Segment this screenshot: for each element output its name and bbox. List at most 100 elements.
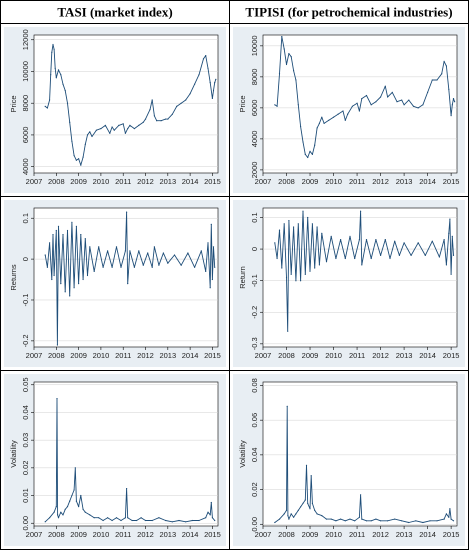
data-point <box>328 119 330 121</box>
y-tick-label: 0.08 <box>250 378 259 393</box>
data-point <box>115 246 118 248</box>
data-point <box>73 155 75 157</box>
data-point <box>53 274 55 277</box>
data-point <box>54 67 56 69</box>
data-point <box>307 156 309 159</box>
data-point <box>293 226 295 228</box>
data-point <box>89 514 91 516</box>
x-tick-label: 2014 <box>419 351 436 360</box>
data-point <box>387 520 389 522</box>
data-point <box>44 521 46 523</box>
data-point <box>302 141 304 143</box>
data-point <box>131 519 133 522</box>
data-point <box>311 223 313 225</box>
data-point <box>80 164 82 166</box>
data-point <box>75 500 77 502</box>
y-tick-label: 8000 <box>250 69 259 86</box>
data-point <box>78 506 80 508</box>
data-point <box>200 250 202 252</box>
data-point <box>335 257 337 260</box>
data-point <box>55 506 57 508</box>
data-point <box>295 79 297 81</box>
data-point <box>214 82 216 84</box>
data-point <box>102 519 104 522</box>
data-point <box>153 246 155 248</box>
data-point <box>283 513 285 515</box>
y-tick-label: 0.00 <box>21 516 30 531</box>
x-tick-label: 2011 <box>349 177 365 186</box>
data-point <box>210 501 212 504</box>
data-point <box>205 517 207 519</box>
data-point <box>127 128 129 130</box>
x-tick-label: 2011 <box>115 530 131 539</box>
data-point <box>384 239 386 241</box>
data-point <box>53 48 55 50</box>
data-point <box>321 515 323 517</box>
data-point <box>431 79 433 81</box>
x-tick-label: 2015 <box>204 177 221 186</box>
data-point <box>349 235 351 237</box>
data-point <box>408 521 410 524</box>
data-point <box>445 65 447 67</box>
y-tick-label: 0.02 <box>250 482 259 497</box>
data-point <box>194 83 196 85</box>
data-point <box>410 254 412 256</box>
data-point <box>309 150 311 152</box>
data-point <box>403 104 405 106</box>
data-point <box>450 518 452 520</box>
data-point <box>57 514 59 516</box>
x-tick-label: 2012 <box>372 177 389 186</box>
data-point <box>412 105 415 107</box>
data-point <box>80 234 82 236</box>
x-tick-label: 2010 <box>325 351 342 360</box>
data-point <box>153 115 155 117</box>
data-point <box>62 514 64 516</box>
data-point <box>126 488 128 490</box>
x-tick-label: 2008 <box>278 351 295 360</box>
data-point <box>198 519 200 522</box>
data-point <box>360 494 362 496</box>
data-point <box>74 467 76 469</box>
data-point <box>274 104 276 106</box>
data-point <box>332 116 335 118</box>
x-tick-label: 2012 <box>372 351 389 360</box>
data-point <box>449 508 451 510</box>
data-point <box>304 499 306 501</box>
data-point <box>209 514 211 516</box>
x-tick-label: 2015 <box>443 351 460 360</box>
data-point <box>138 250 140 252</box>
x-tick-label: 2008 <box>48 351 65 360</box>
data-point <box>354 257 356 260</box>
x-tick-label: 2010 <box>93 530 110 539</box>
data-point <box>75 225 77 227</box>
data-point <box>375 239 377 241</box>
data-point <box>52 234 54 236</box>
y-tick-label: -0.1 <box>21 294 30 307</box>
data-point <box>209 287 211 289</box>
data-point <box>422 104 424 106</box>
data-point <box>142 121 144 123</box>
data-point <box>283 223 285 225</box>
data-point <box>451 235 453 237</box>
data-point <box>78 283 80 285</box>
y-axis-label: Returns <box>9 264 18 291</box>
data-point <box>370 257 372 260</box>
x-tick-label: 2015 <box>443 530 460 539</box>
data-point <box>358 110 360 112</box>
data-point <box>448 516 450 518</box>
data-point <box>445 264 447 266</box>
y-tick-label: 0.1 <box>21 213 30 223</box>
data-point <box>300 280 302 282</box>
data-point <box>124 517 126 519</box>
y-tick-label: 0.06 <box>250 413 259 428</box>
data-point <box>449 218 451 220</box>
data-point <box>323 122 325 124</box>
data-point <box>450 273 452 275</box>
data-point <box>205 55 207 57</box>
data-point <box>133 128 135 130</box>
data-point <box>173 254 176 256</box>
data-point <box>295 513 297 515</box>
x-tick-label: 2009 <box>70 351 87 360</box>
data-point <box>310 475 312 477</box>
data-point <box>287 330 289 332</box>
